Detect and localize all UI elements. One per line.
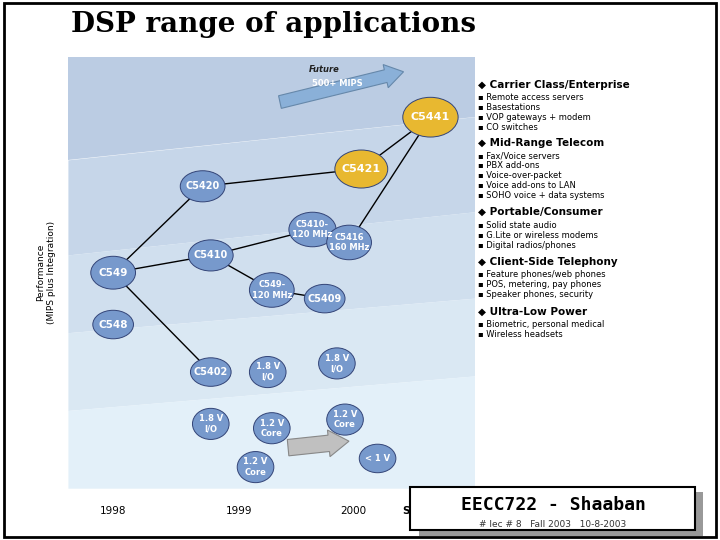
Text: C5409: C5409 — [307, 294, 342, 303]
Text: ▪ G.Lite or wireless modems: ▪ G.Lite or wireless modems — [477, 231, 598, 240]
Text: Future: Future — [310, 65, 340, 74]
FancyArrow shape — [287, 430, 349, 457]
Text: ▪ Basestations: ▪ Basestations — [477, 103, 540, 112]
Text: ▪ PBX add-ons: ▪ PBX add-ons — [477, 161, 539, 171]
Text: ▪ POS, metering, pay phones: ▪ POS, metering, pay phones — [477, 280, 600, 289]
Ellipse shape — [249, 273, 294, 307]
Text: C5410-
120 MHz: C5410- 120 MHz — [292, 220, 333, 239]
Text: 1.2 V
Core: 1.2 V Core — [260, 418, 284, 438]
Text: ▪ VOP gateways + modem: ▪ VOP gateways + modem — [477, 113, 590, 122]
Ellipse shape — [327, 404, 364, 435]
Text: ▪ Wireless headsets: ▪ Wireless headsets — [477, 330, 562, 339]
Text: Performance
(MIPS plus Integration): Performance (MIPS plus Integration) — [36, 221, 55, 324]
Text: ▪ Digital radios/phones: ▪ Digital radios/phones — [477, 240, 575, 249]
Ellipse shape — [190, 358, 231, 386]
Ellipse shape — [305, 285, 345, 313]
Text: C549-
120 MHz: C549- 120 MHz — [251, 280, 292, 300]
Text: 1999: 1999 — [226, 506, 253, 516]
Text: C5416
160 MHz: C5416 160 MHz — [329, 233, 369, 252]
Text: Sample dates: Sample dates — [402, 506, 483, 516]
Text: ◆ Mid-Range Telecom: ◆ Mid-Range Telecom — [477, 138, 604, 148]
Ellipse shape — [402, 97, 458, 137]
Text: C5410: C5410 — [194, 251, 228, 260]
Polygon shape — [68, 52, 475, 160]
Ellipse shape — [253, 413, 290, 444]
Ellipse shape — [192, 408, 229, 440]
Text: 1998: 1998 — [100, 506, 127, 516]
Polygon shape — [68, 299, 475, 411]
Ellipse shape — [180, 171, 225, 202]
Text: ◆ Client-Side Telephony: ◆ Client-Side Telephony — [477, 257, 617, 267]
Ellipse shape — [335, 150, 388, 188]
Text: ▪ Fax/Voice servers: ▪ Fax/Voice servers — [477, 152, 559, 160]
Text: C5441: C5441 — [411, 112, 450, 122]
Ellipse shape — [91, 256, 135, 289]
Text: ▪ SOHO voice + data systems: ▪ SOHO voice + data systems — [477, 191, 604, 200]
Text: 1.8 V
I/O: 1.8 V I/O — [256, 362, 280, 382]
Text: C5420: C5420 — [186, 181, 220, 191]
Text: C549: C549 — [99, 268, 128, 278]
Ellipse shape — [327, 225, 372, 260]
Ellipse shape — [318, 348, 355, 379]
Text: C5402: C5402 — [194, 367, 228, 377]
Text: 1.8 V
I/O: 1.8 V I/O — [325, 354, 349, 373]
Text: ▪ Voice add-ons to LAN: ▪ Voice add-ons to LAN — [477, 181, 575, 191]
Ellipse shape — [289, 212, 336, 247]
Polygon shape — [68, 212, 475, 333]
Text: ▪ Solid state audio: ▪ Solid state audio — [477, 221, 557, 230]
Text: 2000: 2000 — [340, 506, 366, 516]
Text: 500+ MIPS: 500+ MIPS — [312, 79, 362, 89]
Text: ▪ Biometric, personal medical: ▪ Biometric, personal medical — [477, 320, 604, 329]
Ellipse shape — [359, 444, 396, 472]
Text: C5421: C5421 — [342, 164, 381, 174]
Text: ◆ Ultra-Low Power: ◆ Ultra-Low Power — [477, 307, 587, 316]
Text: C548: C548 — [99, 320, 128, 329]
Ellipse shape — [249, 356, 286, 388]
Text: 1.8 V
I/O: 1.8 V I/O — [199, 414, 223, 434]
Text: 1.2 V
Core: 1.2 V Core — [243, 457, 268, 477]
Text: ▪ Remote access servers: ▪ Remote access servers — [477, 93, 583, 102]
Ellipse shape — [93, 310, 133, 339]
Text: ▪ Voice-over-packet: ▪ Voice-over-packet — [477, 171, 561, 180]
Text: EECC722 - Shaaban: EECC722 - Shaaban — [461, 496, 645, 515]
Polygon shape — [68, 376, 475, 489]
Text: ▪ Feature phones/web phones: ▪ Feature phones/web phones — [477, 271, 606, 279]
Text: ◆ Carrier Class/Enterprise: ◆ Carrier Class/Enterprise — [477, 80, 629, 90]
Ellipse shape — [189, 240, 233, 271]
Text: ◆ Portable/Consumer: ◆ Portable/Consumer — [477, 207, 602, 217]
Text: < 1 V: < 1 V — [365, 454, 390, 463]
Text: 1.2 V
Core: 1.2 V Core — [333, 410, 357, 429]
Text: DSP range of applications: DSP range of applications — [71, 11, 476, 38]
FancyArrow shape — [279, 65, 403, 109]
Text: ▪ CO switches: ▪ CO switches — [477, 123, 537, 132]
Ellipse shape — [237, 451, 274, 483]
Text: ▪ Speaker phones, security: ▪ Speaker phones, security — [477, 290, 593, 299]
Polygon shape — [68, 117, 475, 255]
Text: # lec # 8   Fall 2003   10-8-2003: # lec # 8 Fall 2003 10-8-2003 — [480, 521, 626, 529]
